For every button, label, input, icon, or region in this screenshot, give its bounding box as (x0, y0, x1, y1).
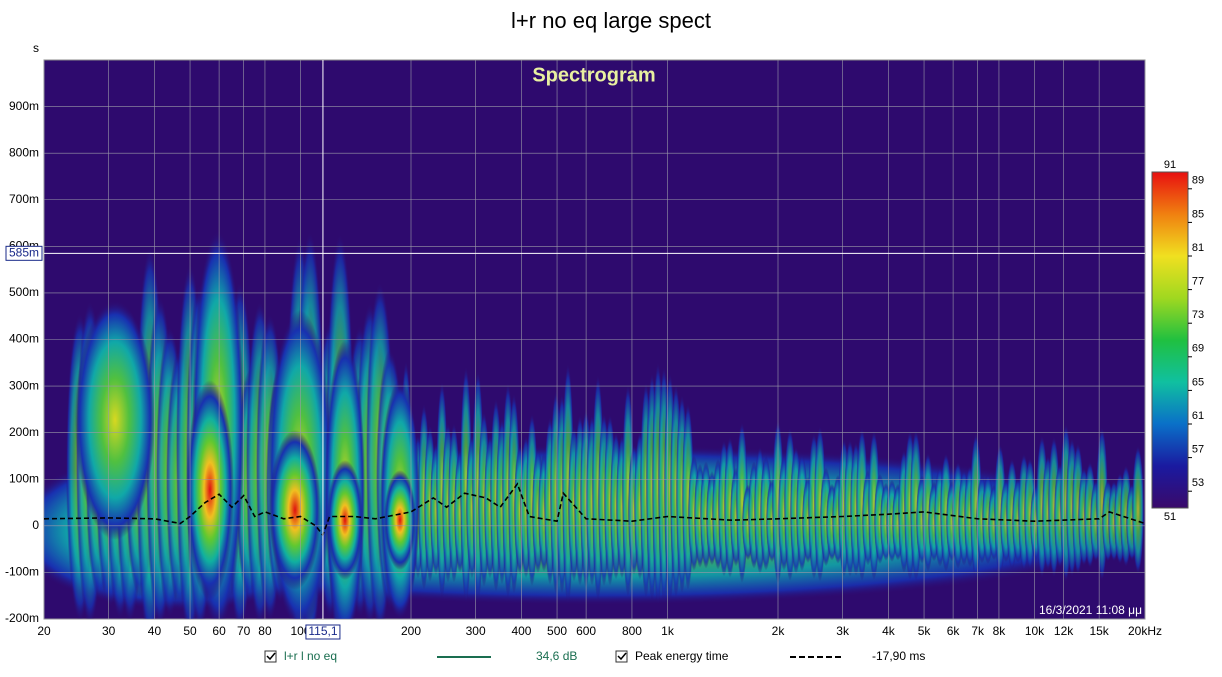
y-tick-label: 500m (9, 285, 39, 299)
spectrogram-image (44, 230, 1145, 619)
colorbar-label: 61 (1192, 410, 1204, 422)
x-tick-label: 300 (466, 624, 486, 638)
colorbar-label: 57 (1192, 444, 1204, 456)
y-unit: s (33, 41, 39, 55)
y-tick-label: -200m (5, 611, 39, 625)
hot-core (384, 470, 416, 570)
x-tick-label: 20kHz (1128, 624, 1162, 638)
x-tick-label: 5k (918, 624, 932, 638)
legend-label: l+r l no eq (284, 649, 337, 663)
x-tick-label: 200 (401, 624, 421, 638)
colorbar-label: 77 (1192, 276, 1204, 288)
y-tick-label: 300m (9, 378, 39, 392)
x-tick-label: 40 (148, 624, 162, 638)
colorbar-label: 69 (1192, 343, 1204, 355)
colorbar-label: 73 (1192, 309, 1204, 321)
chart-title: l+r no eq large spect (511, 8, 711, 33)
y-tick-label: 400m (9, 332, 39, 346)
check (266, 652, 276, 661)
x-tick-label: 6k (947, 624, 961, 638)
cursor-y-label: 585m (9, 245, 39, 259)
legend-label: Peak energy time (635, 649, 729, 663)
y-tick-label: 900m (9, 99, 39, 113)
x-tick-label: 80 (258, 624, 272, 638)
hot-core (186, 380, 234, 600)
y-tick-label: 800m (9, 145, 39, 159)
colorbar-label: 89 (1192, 175, 1204, 187)
x-tick-label: 4k (882, 624, 896, 638)
x-tick-label: 20 (37, 624, 51, 638)
colorbar-label: 81 (1192, 242, 1204, 254)
y-tick-label: -100m (5, 565, 39, 579)
x-tick-label: 1k (661, 624, 675, 638)
hot-spike (75, 300, 155, 540)
checkbox[interactable] (615, 650, 628, 663)
cursor-x-label: 115,1 (308, 624, 337, 638)
y-tick-label: 0 (32, 518, 39, 532)
x-tick-label: 15k (1089, 624, 1109, 638)
hot-core (269, 430, 321, 590)
y-tick-label: 200m (9, 425, 39, 439)
timestamp: 16/3/2021 11:08 μμ (1039, 603, 1142, 617)
colorbar-min: 51 (1164, 511, 1176, 523)
grid (43, 60, 1146, 620)
cursor-y-box (5, 245, 43, 261)
peak-energy-line (43, 482, 1146, 537)
x-tick-label: 800 (622, 624, 642, 638)
hot-core (327, 460, 363, 580)
x-tick-label: 500 (547, 624, 567, 638)
y-tick-label: 700m (9, 192, 39, 206)
colorbar-label: 85 (1192, 208, 1204, 220)
x-tick-label: 7k (971, 624, 985, 638)
plot-subtitle: Spectrogram (532, 64, 655, 86)
x-tick-label: 60 (212, 624, 226, 638)
colorbar-label: 53 (1192, 477, 1204, 489)
legend-value: 34,6 dB (536, 649, 577, 663)
spike (1132, 445, 1144, 575)
colorbar (1151, 171, 1189, 509)
colorbar-max: 91 (1164, 159, 1176, 171)
checkbox[interactable] (264, 650, 277, 663)
x-tick-label: 70 (237, 624, 251, 638)
colorbar-label: 65 (1192, 376, 1204, 388)
x-tick-label: 10k (1025, 624, 1045, 638)
x-tick-label: 30 (102, 624, 116, 638)
legend: l+r l no eq 34,6 dB Peak energy time -17… (264, 649, 925, 663)
x-tick-label: 400 (511, 624, 531, 638)
cursor-x-box (305, 624, 341, 640)
check (617, 652, 627, 661)
x-tick-label: 3k (836, 624, 850, 638)
x-tick-label: 600 (576, 624, 596, 638)
x-tick-label: 12k (1054, 624, 1074, 638)
x-tick-label: 50 (183, 624, 197, 638)
legend-value: -17,90 ms (872, 649, 925, 663)
x-tick-label: 8k (993, 624, 1007, 638)
y-tick-label: 100m (9, 471, 39, 485)
x-tick-label: 2k (772, 624, 786, 638)
